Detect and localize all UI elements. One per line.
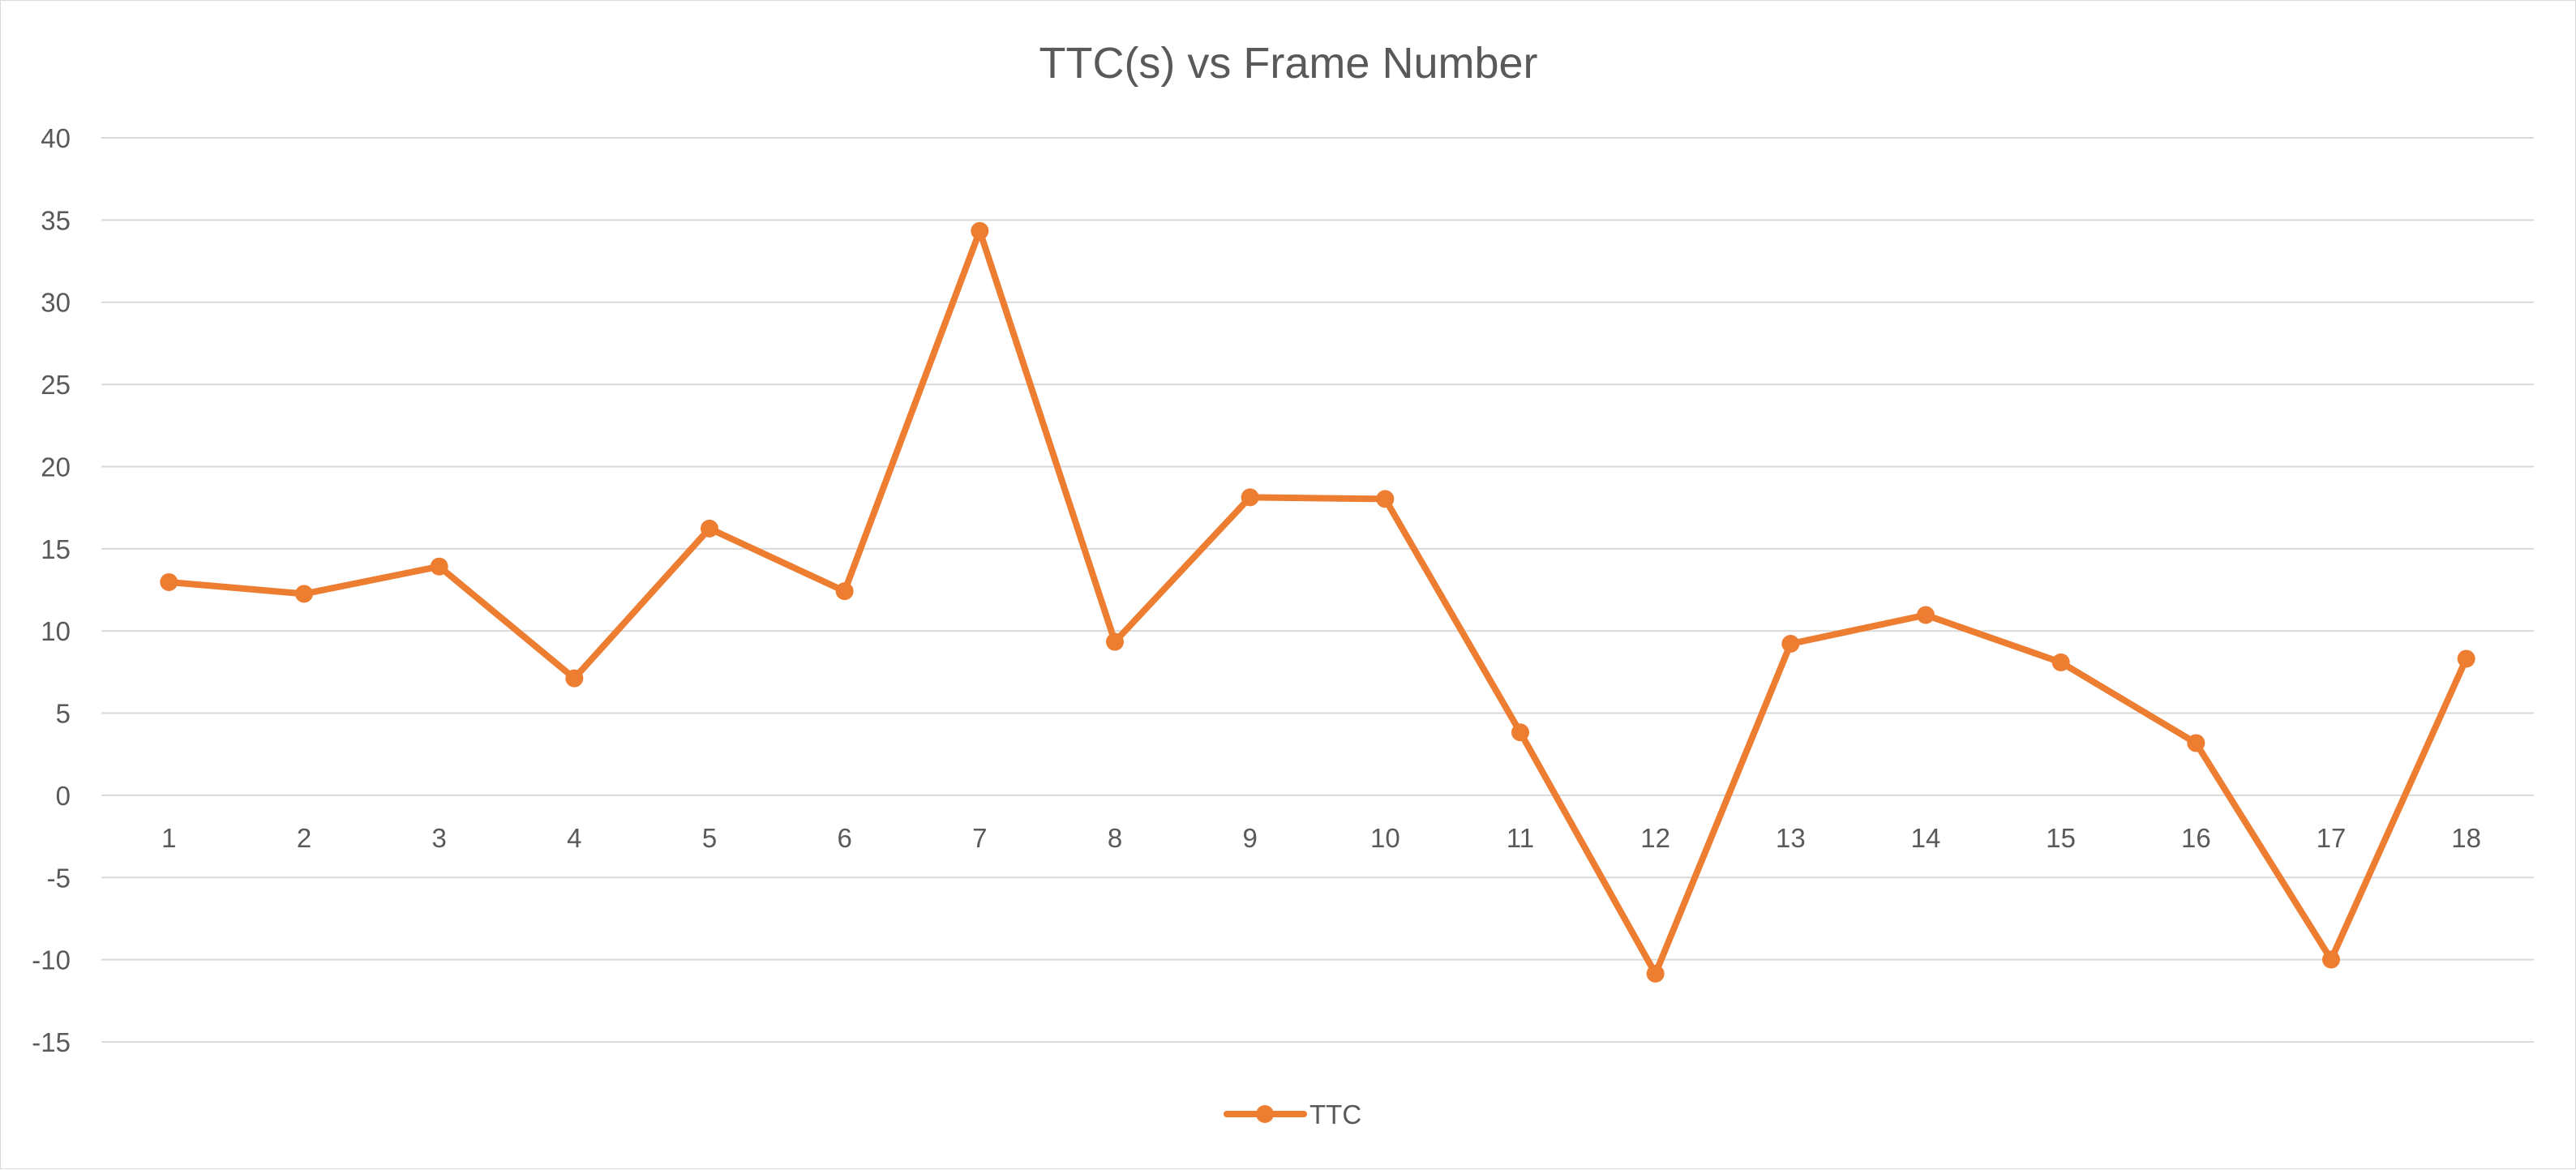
data-point[interactable]: [2457, 649, 2475, 668]
y-tick-label: 5: [56, 699, 71, 729]
data-point[interactable]: [565, 669, 584, 688]
y-tick-label: 35: [41, 205, 71, 235]
x-tick-label: 15: [2046, 823, 2076, 853]
x-tick-label: 11: [1507, 823, 1534, 853]
y-tick-label: 0: [56, 781, 71, 811]
data-point[interactable]: [1376, 490, 1395, 508]
y-tick-label: 15: [41, 534, 71, 564]
y-tick-label: -10: [32, 945, 71, 975]
x-axis-tick-labels: 1 2 3 4 5 6 7 8 9 10 11 12 13 14 15 16 17 18: [161, 823, 2481, 853]
data-point[interactable]: [2322, 950, 2340, 969]
data-point[interactable]: [1646, 964, 1665, 983]
y-tick-label: 40: [41, 123, 71, 153]
x-tick-label: 8: [1108, 823, 1122, 853]
x-tick-label: 12: [1640, 823, 1670, 853]
x-tick-label: 4: [567, 823, 581, 853]
data-point[interactable]: [971, 221, 989, 240]
y-tick-label: 10: [41, 616, 71, 646]
legend[interactable]: TTC: [1224, 1099, 1361, 1129]
x-tick-label: 10: [1370, 823, 1400, 853]
data-point[interactable]: [1106, 632, 1124, 651]
y-tick-label: 30: [41, 288, 71, 318]
y-tick-label: 20: [41, 452, 71, 482]
data-point[interactable]: [1241, 488, 1259, 507]
x-tick-label: 18: [2451, 823, 2481, 853]
data-point[interactable]: [1511, 723, 1529, 742]
data-point[interactable]: [1917, 606, 1935, 624]
data-point[interactable]: [2051, 653, 2070, 671]
y-tick-label: -5: [47, 863, 71, 893]
x-tick-label: 17: [2317, 823, 2347, 853]
data-point[interactable]: [160, 572, 178, 591]
x-tick-label: 3: [431, 823, 446, 853]
x-tick-label: 2: [297, 823, 311, 853]
chart-title: TTC(s) vs Frame Number: [1039, 39, 1537, 88]
y-tick-label: 25: [41, 370, 71, 400]
x-tick-label: 13: [1776, 823, 1806, 853]
data-point[interactable]: [1781, 634, 1800, 653]
x-tick-label: 1: [161, 823, 176, 853]
x-tick-label: 6: [837, 823, 851, 853]
x-tick-label: 9: [1242, 823, 1257, 853]
x-tick-label: 7: [972, 823, 987, 853]
series-line: [165, 227, 2470, 977]
data-point[interactable]: [2187, 734, 2205, 752]
legend-marker: [1256, 1105, 1274, 1123]
data-point[interactable]: [430, 557, 448, 576]
series-ttc: [160, 221, 2475, 983]
data-point[interactable]: [701, 519, 718, 538]
y-axis-tick-labels: 40 35 30 25 20 15 10 5 0 -5 -10 -15: [32, 123, 71, 1057]
x-tick-label: 5: [702, 823, 717, 853]
y-tick-label: -15: [32, 1027, 71, 1057]
gridlines: [101, 137, 2534, 1043]
data-point[interactable]: [835, 582, 854, 601]
legend-label: TTC: [1309, 1099, 1361, 1129]
x-tick-label: 16: [2181, 823, 2211, 853]
data-point[interactable]: [295, 585, 313, 603]
x-tick-label: 14: [1911, 823, 1941, 853]
